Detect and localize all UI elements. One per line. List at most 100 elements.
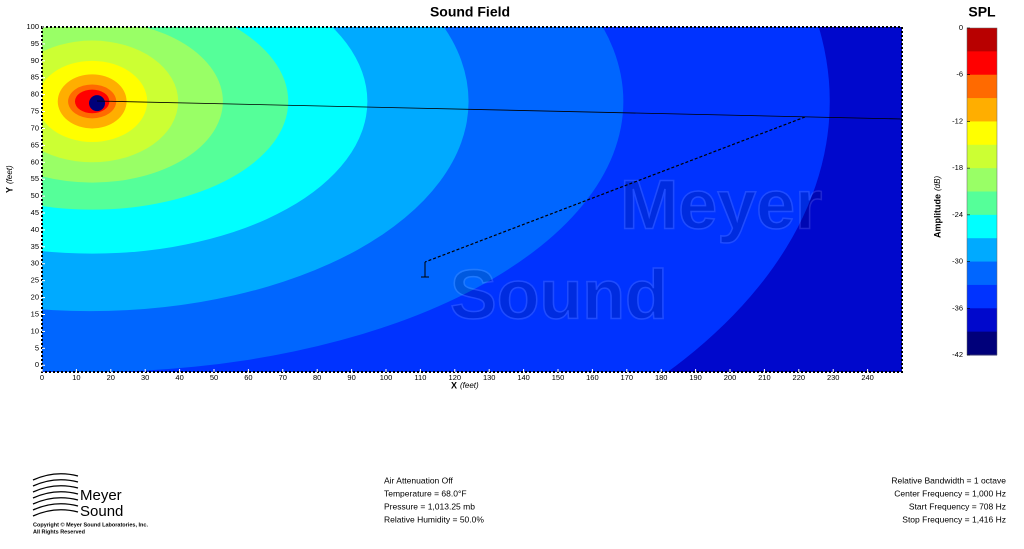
x-tick-label: 180: [655, 373, 668, 382]
frequency-text: Stop Frequency = 1,416 Hz: [902, 514, 1006, 524]
colorbar-band: [967, 51, 997, 76]
y-tick-label: 90: [31, 56, 39, 65]
x-tick-label: 80: [313, 373, 321, 382]
y-tick-label: 100: [26, 22, 39, 31]
x-axis-label: X: [451, 380, 457, 390]
air-text: Pressure = 1,013.25 mb: [384, 501, 475, 511]
x-tick-label: 150: [552, 373, 565, 382]
y-tick-label: 35: [31, 242, 39, 251]
watermark: Meyer Sound: [449, 165, 823, 335]
colorbar-tick-label: -24: [952, 210, 963, 219]
colorbar-band: [967, 121, 997, 146]
air-text: Temperature = 68.0°F: [384, 488, 467, 498]
colorbar-band: [967, 74, 997, 99]
colorbar-unit: (dB): [933, 176, 942, 191]
x-tick-label: 30: [141, 373, 149, 382]
speaker: [89, 95, 106, 112]
colorbar-band: [967, 144, 997, 169]
colorbar-band: [967, 331, 997, 356]
logo: Meyer Sound Copyright © Meyer Sound Labo…: [32, 473, 148, 535]
watermark-text: Sound: [450, 255, 668, 333]
y-axis-label: Y: [4, 187, 14, 193]
colorbar-tick-label: -30: [952, 257, 963, 266]
logo-text: Sound: [80, 503, 123, 520]
frequency-settings: Relative Bandwidth = 1 octave Center Fre…: [891, 475, 1006, 524]
air-settings: Air Attenuation Off Temperature = 68.0°F…: [384, 475, 484, 524]
y-axis-unit: (feet): [5, 165, 14, 184]
y-tick-label: 70: [31, 123, 39, 132]
x-tick-label: 100: [380, 373, 393, 382]
colorbar-frame: [966, 27, 998, 356]
y-tick-label: 20: [31, 293, 39, 302]
x-tick-label: 60: [244, 373, 252, 382]
y-tick-label: 30: [31, 259, 39, 268]
colorbar-band: [967, 308, 997, 333]
colorbar-tick-label: -36: [952, 303, 963, 312]
x-tick-label: 70: [279, 373, 287, 382]
x-tick-label: 50: [210, 373, 218, 382]
colorbar-tick-label: -6: [956, 70, 963, 79]
y-axis-title: Y (feet): [4, 165, 14, 193]
chart-title: Sound Field: [430, 4, 510, 20]
copyright: Copyright © Meyer Sound Laboratories, In…: [33, 521, 148, 528]
x-tick-label: 230: [827, 373, 840, 382]
x-tick-label: 10: [72, 373, 80, 382]
measurement-path: [96, 100, 903, 278]
x-tick-label: 130: [483, 373, 496, 382]
colorbar-band: [967, 168, 997, 192]
y-tick-label: 80: [31, 90, 39, 99]
colorbar-band: [967, 28, 997, 52]
y-tick-label: 85: [31, 73, 39, 82]
axes: 0 10 20 30 40 50 60 70 80 90 100 110 120 130 140 150 160…: [26, 22, 873, 382]
x-tick-label: 220: [793, 373, 806, 382]
y-tick-label: 40: [31, 225, 39, 234]
y-tick-label: 25: [31, 276, 39, 285]
colorbar-title: SPL: [968, 4, 996, 20]
y-tick-label: 0: [35, 360, 39, 369]
x-tick-label: 90: [347, 373, 355, 382]
y-tick-label: 10: [31, 326, 39, 335]
y-tick-label: 75: [31, 107, 39, 116]
watermark-text: Meyer: [620, 165, 822, 243]
logo-mark: [32, 473, 79, 517]
x-tick-label: 200: [724, 373, 737, 382]
measure-line: [424, 116, 806, 263]
colorbar-tick-label: -18: [952, 163, 963, 172]
colorbar-band: [967, 214, 997, 239]
copyright: All Rights Reserved: [33, 529, 85, 535]
aim-line: [96, 100, 903, 120]
x-tick-label: 160: [586, 373, 599, 382]
y-tick-label: 95: [31, 39, 39, 48]
sound-field: [42, 27, 902, 372]
y-tick-label: 45: [31, 208, 39, 217]
colorbar-tick-label: -12: [952, 116, 963, 125]
x-tick-label: 240: [861, 373, 874, 382]
colorbar-band: [967, 238, 997, 263]
x-tick-label: 110: [414, 373, 426, 382]
y-tick-label: 15: [31, 309, 39, 318]
colorbar-axis-title: Amplitude (dB): [932, 176, 942, 238]
x-tick-label: 210: [758, 373, 771, 382]
colorbar-band: [967, 284, 997, 309]
air-text: Relative Humidity = 50.0%: [384, 514, 484, 524]
y-tick-label: 65: [31, 140, 39, 149]
x-axis-unit: (feet): [460, 381, 479, 390]
x-tick-label: 0: [40, 373, 44, 382]
x-tick-label: 190: [689, 373, 702, 382]
logo-text: Meyer: [80, 487, 122, 504]
y-tick-label: 60: [31, 157, 39, 166]
air-text: Air Attenuation Off: [384, 475, 453, 485]
x-tick-label: 140: [517, 373, 530, 382]
colorbar-tick-label: 0: [959, 23, 963, 32]
colorbar-band: [967, 98, 997, 122]
plot-border: [41, 26, 903, 373]
colorbar-band: [967, 261, 997, 286]
x-tick-label: 170: [621, 373, 634, 382]
y-tick-label: 55: [31, 174, 39, 183]
colorbar-tick-label: -42: [952, 350, 963, 359]
x-tick-label: 120: [449, 373, 462, 382]
frequency-text: Relative Bandwidth = 1 octave: [891, 475, 1006, 485]
colorbar: 0 -6 -12 -18 -24 -30 -36 -42: [952, 23, 998, 359]
